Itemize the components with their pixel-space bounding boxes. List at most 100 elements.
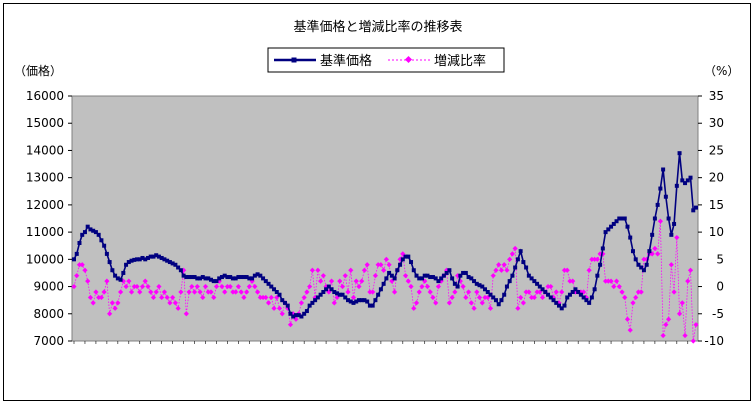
price-point — [370, 303, 375, 308]
ratio-point — [235, 283, 242, 290]
ratio-point — [238, 289, 244, 295]
price-point — [288, 311, 293, 316]
price-point — [400, 257, 405, 262]
price-point — [107, 260, 112, 265]
ratio-point — [76, 262, 83, 268]
price-point — [110, 268, 115, 273]
price-point — [74, 251, 79, 256]
ratio-point — [364, 262, 370, 268]
ratio-point — [424, 283, 431, 290]
price-point — [472, 279, 477, 284]
ratio-point — [690, 338, 696, 344]
price-point — [170, 261, 175, 266]
price-point — [335, 291, 340, 296]
ratio-point — [252, 283, 258, 290]
ratio-point — [405, 278, 411, 284]
ratio-point — [460, 283, 466, 290]
ratio-point — [592, 256, 598, 262]
price-point — [261, 276, 266, 281]
price-point — [598, 262, 603, 267]
price-point — [93, 230, 98, 235]
price-point — [269, 284, 274, 289]
price-point — [219, 275, 224, 280]
ratio-point — [564, 267, 570, 273]
ratio-point — [455, 273, 461, 279]
ratio-point — [307, 283, 313, 290]
ratio-point — [493, 267, 499, 273]
ratio-point — [674, 234, 680, 241]
price-point — [507, 279, 512, 284]
ratio-point — [567, 278, 573, 284]
ratio-point — [104, 278, 110, 284]
price-point — [526, 273, 531, 278]
price-point — [135, 257, 140, 262]
ratio-point — [323, 283, 329, 290]
ratio-point — [287, 322, 294, 328]
ratio-point — [657, 218, 663, 224]
ratio-point — [630, 300, 636, 306]
price-point — [436, 279, 441, 284]
price-point — [620, 216, 625, 221]
ratio-point — [205, 289, 211, 295]
ratio-point — [520, 300, 526, 306]
ratio-point — [82, 267, 88, 273]
ratio-point — [274, 294, 280, 301]
price-point — [362, 298, 367, 303]
price-point — [373, 298, 378, 303]
price-point — [356, 298, 361, 303]
ratio-point — [257, 294, 263, 301]
ratio-point — [367, 289, 373, 295]
price-point — [652, 216, 657, 221]
ratio-point — [268, 294, 274, 301]
ratio-point — [515, 305, 521, 311]
ratio-point — [219, 283, 225, 290]
y-left-tick-label: 8000 — [33, 307, 64, 321]
price-point — [567, 292, 572, 297]
ratio-point — [490, 273, 496, 279]
price-point — [433, 276, 438, 281]
ratio-point — [71, 283, 77, 290]
price-point — [145, 255, 150, 260]
ratio-point — [304, 289, 310, 295]
price-point — [565, 295, 570, 300]
ratio-point — [96, 294, 102, 301]
price-point — [91, 228, 96, 233]
price-point — [351, 300, 356, 305]
price-point — [302, 311, 307, 316]
price-point — [595, 273, 600, 278]
price-point — [285, 303, 290, 308]
price-point — [650, 232, 655, 237]
price-point — [126, 260, 131, 265]
price-point — [85, 224, 90, 229]
ratio-point — [487, 305, 494, 311]
price-point — [132, 257, 137, 262]
ratio-point — [109, 300, 115, 306]
price-point — [159, 255, 164, 260]
ratio-point — [142, 278, 148, 284]
ratio-point — [186, 289, 192, 295]
ratio-point — [128, 289, 135, 295]
ratio-point — [350, 294, 357, 301]
price-point — [181, 273, 186, 278]
ratio-series-line — [73, 221, 697, 342]
ratio-point — [665, 316, 672, 322]
price-point — [255, 272, 260, 277]
ratio-point — [271, 305, 277, 311]
ratio-point — [298, 300, 305, 306]
price-point — [428, 275, 433, 280]
price-point — [387, 270, 392, 275]
ratio-point — [213, 283, 220, 290]
ratio-point — [676, 311, 683, 317]
ratio-point — [553, 289, 559, 295]
price-point — [606, 227, 611, 232]
price-point — [589, 295, 594, 300]
price-point — [72, 257, 76, 262]
ratio-point — [87, 294, 94, 301]
ratio-point — [545, 283, 551, 290]
ratio-point — [254, 289, 261, 295]
price-point — [480, 284, 485, 289]
price-point — [452, 281, 457, 286]
price-point — [694, 205, 698, 210]
ratio-point — [501, 262, 507, 268]
price-point — [104, 251, 109, 256]
